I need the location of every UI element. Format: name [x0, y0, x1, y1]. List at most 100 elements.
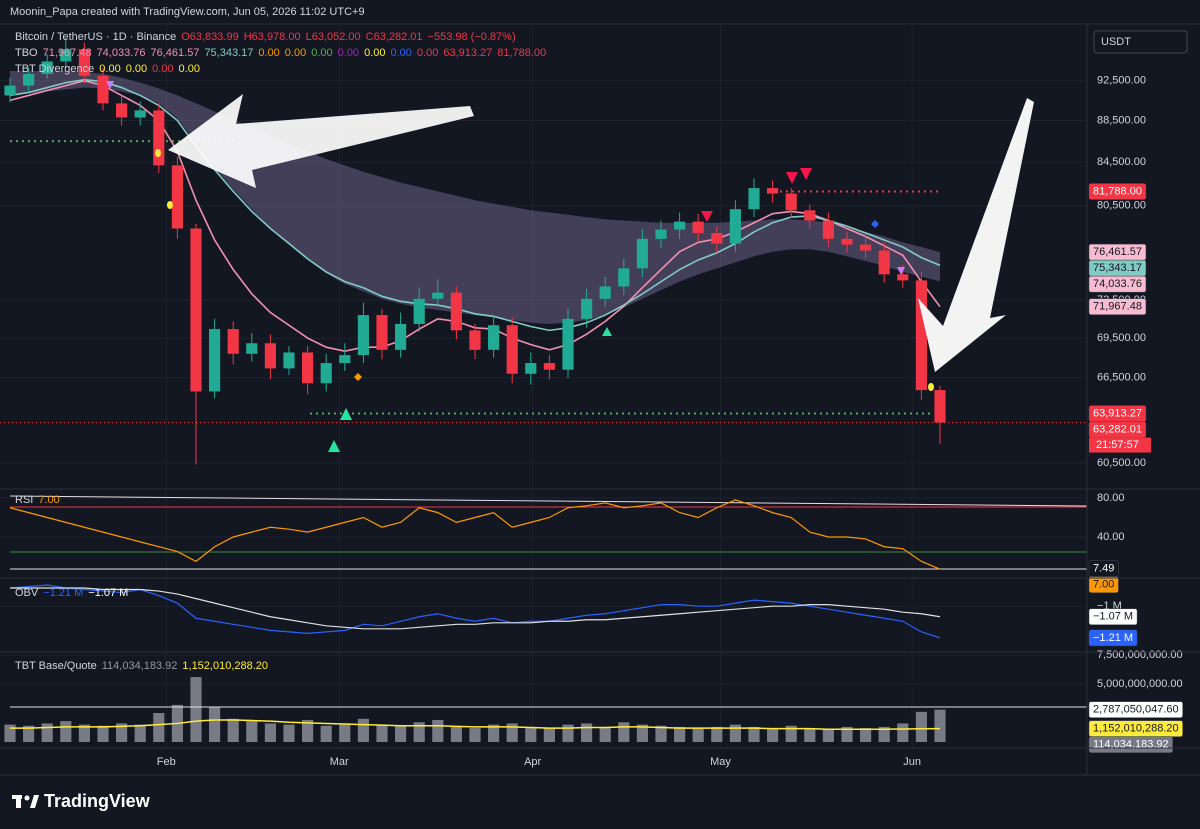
y-tick-label: 84,500.00 — [1097, 156, 1146, 168]
price-badge — [1088, 576, 1119, 593]
volume-bar — [302, 719, 314, 742]
volume-bar — [227, 718, 239, 742]
candle-body — [915, 280, 927, 391]
legend-value: 7.00 — [38, 494, 60, 506]
volume-bar — [674, 726, 686, 742]
candle-body — [23, 73, 35, 86]
x-tick-label: Apr — [524, 756, 541, 768]
candle-body — [153, 110, 165, 166]
volume-bar — [562, 724, 574, 742]
legend-value: 0.00 — [390, 47, 412, 59]
volume-bar — [376, 724, 388, 742]
candle-body — [376, 315, 388, 350]
sell-marker — [800, 168, 812, 180]
legend-value: −1.21 M — [43, 587, 84, 599]
x-tick-label: Mar — [330, 756, 349, 768]
volume-bar — [339, 723, 351, 742]
volume-bar — [767, 728, 779, 742]
volume-bar — [729, 724, 741, 742]
volume-bar — [264, 723, 276, 742]
volume-bar — [711, 726, 723, 742]
price-badge-label: 75,343.17 — [1093, 262, 1142, 274]
candle-body — [711, 233, 723, 244]
volume-bar — [543, 728, 555, 742]
legend-value: 1,152,010,288.20 — [182, 660, 269, 672]
legend-value: 81,788.00 — [497, 47, 547, 59]
legend: RSI 7.00 — [15, 493, 65, 507]
volume-bar — [915, 711, 927, 742]
candle-body — [432, 292, 444, 299]
candle-body — [78, 49, 90, 76]
arrow — [918, 98, 1034, 372]
price-badge — [1088, 275, 1147, 293]
countdown-badge — [1089, 437, 1151, 453]
volume-bar — [618, 722, 630, 742]
x-tick-label: Feb — [157, 756, 176, 768]
volume-bar — [97, 725, 109, 742]
legend-value: 63,913.27 — [443, 47, 493, 59]
y-tick-label: 66,500.00 — [1097, 372, 1146, 384]
candle-body — [209, 329, 221, 392]
volume-bar — [23, 725, 35, 742]
logo-mark — [30, 795, 39, 808]
countdown: 21:57:57 — [1096, 439, 1139, 451]
volume-bar — [413, 722, 425, 742]
price-badge — [1088, 183, 1147, 200]
price-badge-label: 74,033.76 — [1093, 278, 1142, 290]
candle-body — [822, 220, 834, 239]
y-tick-label: 7,500,000,000.00 — [1097, 649, 1183, 661]
y-tick-label: 40.00 — [1097, 531, 1125, 543]
price-badge-label: 114,034,183.92 — [1093, 739, 1169, 751]
price-badge-label: 81,788.00 — [1093, 185, 1142, 197]
volume-bar — [525, 726, 537, 742]
legend: TBO 71,967.48 74,033.76 76,461.57 75,343.17 0… — [15, 46, 551, 60]
candle-body — [692, 221, 704, 234]
candle-body — [860, 244, 872, 251]
volume-bar — [748, 726, 760, 742]
y-tick-label: 88,500.00 — [1097, 114, 1146, 126]
candle-body — [116, 103, 128, 118]
volume-ma-line — [10, 719, 941, 730]
dot-marker — [155, 149, 161, 157]
volume-bar — [841, 726, 853, 742]
candle-body — [878, 250, 890, 275]
candle-body — [841, 238, 853, 245]
legend-value: 0.00 — [364, 47, 386, 59]
volume-bar — [488, 724, 500, 742]
candle-body — [283, 352, 295, 369]
obv-ma-line — [10, 587, 941, 630]
legend-value: 0.00 — [258, 47, 280, 59]
legend-value: 0.00 — [99, 63, 121, 75]
candle-body — [581, 298, 593, 319]
annotations — [168, 94, 1034, 372]
candle-body — [655, 229, 667, 239]
price-badge — [1088, 629, 1138, 647]
candle-body — [4, 85, 16, 96]
candle-body — [934, 390, 946, 423]
legend-value: L63,052.00 — [305, 31, 361, 43]
volume-bar — [822, 729, 834, 742]
legend: TBT Divergence 0.00 0.00 0.00 0.00 — [15, 62, 205, 76]
legend-value: C63,282.01 — [365, 31, 423, 43]
price-badge-label: −1.07 M — [1093, 611, 1133, 623]
volume-bar — [190, 677, 202, 742]
price-badge — [1088, 701, 1183, 718]
buy-marker — [328, 440, 340, 452]
volume-bar — [897, 723, 909, 742]
volume-bar — [4, 724, 16, 742]
logo-mark — [24, 795, 30, 801]
legend-value: −1.07 M — [88, 587, 129, 599]
dot-marker — [928, 383, 934, 391]
price-badge-label: −1.21 M — [1093, 632, 1133, 644]
currency-button[interactable] — [1093, 30, 1188, 54]
currency-label[interactable]: USDT — [1101, 36, 1131, 48]
volume-bar — [692, 728, 704, 742]
obv-line — [9, 584, 941, 639]
volume-bar — [581, 723, 593, 742]
candle-body — [729, 209, 741, 244]
volume-bar — [134, 724, 146, 742]
candle-body — [674, 221, 686, 230]
legend-value: 0.00 — [178, 63, 200, 75]
